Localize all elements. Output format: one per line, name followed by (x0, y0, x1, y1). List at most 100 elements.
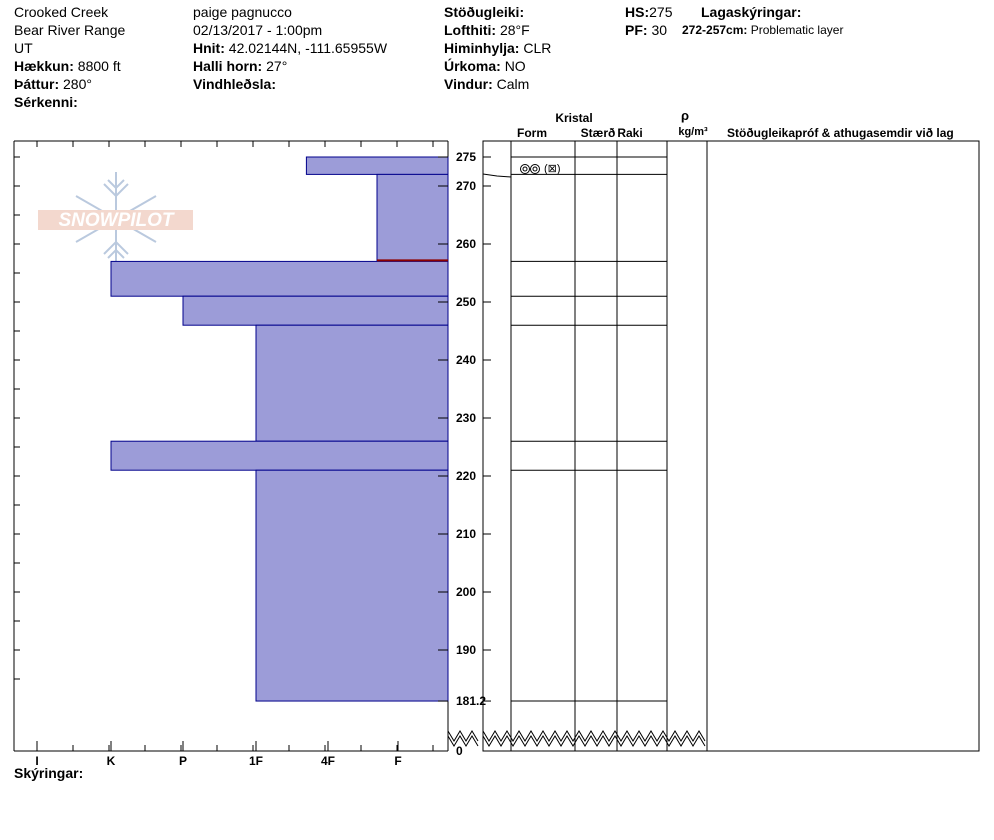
layer-bars (110, 156, 449, 702)
layer-notes-label: Lagaskýringar: (701, 4, 802, 20)
logo-banner (38, 210, 193, 230)
air-temp-value: 28°F (499, 22, 530, 38)
x-tick-label: 4F (321, 754, 335, 768)
y-axis-ticks: 275 270 260 250 240 230 220 210 200 190 181.2 0 (438, 150, 491, 758)
coords-label: Hnit: (193, 40, 225, 56)
coords-value: 42.02144N, -111.65955W (228, 40, 388, 56)
layer-bar (305, 156, 449, 175)
hs-label: HS: (625, 4, 650, 20)
logo-text: SNOWPILOT (58, 210, 174, 231)
wind-row: Vindur: Calm (444, 75, 551, 93)
elevation-label: Hækkun: (14, 58, 74, 74)
rounding-grain-icon-inner (522, 166, 528, 172)
elevation-row: Hækkun: 8800 ft (14, 57, 125, 75)
problem-layer-text: Problematic layer (750, 23, 844, 37)
y-tick-label: 275 (456, 150, 476, 164)
depth-info: HS:275 PF: 30 (625, 3, 672, 39)
observation-datetime: 02/13/2017 - 1:00pm (193, 22, 323, 38)
range-name: Bear River Range (14, 22, 126, 38)
x-tick-label: I (35, 754, 38, 768)
axis-break-zigzag (482, 735, 706, 747)
layer-bar (255, 469, 449, 702)
pf-value: 30 (651, 22, 668, 38)
rounding-grain-icon-inner (532, 166, 538, 172)
wind-loading-label: Vindhleðsla: (193, 76, 276, 92)
form-header: Form (517, 126, 547, 140)
wind-value: Calm (496, 76, 530, 92)
wind-label: Vindur: (444, 76, 493, 92)
state-name: UT (14, 40, 33, 56)
secondary-grain-form: (⊠) (544, 163, 561, 175)
moisture-header: Raki (617, 126, 642, 140)
x-tick-label: P (179, 754, 187, 768)
site-info: Crooked Creek Bear River Range UT Hækkun… (14, 3, 125, 111)
sky-value: CLR (523, 40, 552, 56)
y-tick-label: 270 (456, 179, 476, 193)
precip-label: Úrkoma: (444, 58, 501, 74)
location-name: Crooked Creek (14, 4, 109, 20)
y-tick-label: 220 (456, 469, 476, 483)
axis-break-zigzag (482, 730, 706, 742)
hs-row: HS:275 (625, 3, 672, 21)
sky-row: Himinhylja: CLR (444, 39, 551, 57)
table-row-lines (511, 156, 667, 702)
x-tick-label: 1F (249, 754, 263, 768)
conditions-info: Stöðugleiki: Lofthiti: 28°F Himinhylja: … (444, 3, 551, 93)
layer-bar (182, 295, 449, 326)
rounding-grain-icon (520, 164, 530, 174)
y-tick-label: 181.2 (456, 694, 486, 708)
sky-label: Himinhylja: (444, 40, 520, 56)
tests-header: Stöðugleikapróf & athugasemdir við lag (727, 126, 954, 140)
layer-table-frame (482, 140, 980, 752)
layer-bar (255, 324, 449, 442)
x-tick-label: K (107, 754, 116, 768)
aspect-value: 280° (63, 76, 92, 92)
layer-bar (110, 440, 449, 471)
precip-row: Úrkoma: NO (444, 57, 551, 75)
y-tick-label: 190 (456, 643, 476, 657)
y-tick-label: 200 (456, 585, 476, 599)
connector-line (482, 173, 512, 178)
x-tick-label: F (394, 754, 401, 768)
x-axis-ticks: I K P 1F 4F F (35, 741, 402, 768)
observer-name: paige pagnucco (193, 4, 292, 20)
y-tick-label: 260 (456, 237, 476, 251)
slope-row: Halli horn: 27° (193, 57, 387, 75)
stability-label: Stöðugleiki: (444, 4, 525, 20)
slope-label: Halli horn: (193, 58, 263, 74)
axis-break-zigzag (447, 735, 479, 747)
grain-form-symbol: (⊠) (520, 163, 561, 175)
air-temp-row: Lofthiti: 28°F (444, 21, 551, 39)
coords-row: Hnit: 42.02144N, -111.65955W (193, 39, 387, 57)
precip-value: NO (504, 58, 526, 74)
aspect-row: Þáttur: 280° (14, 75, 125, 93)
observer-info: paige pagnucco 02/13/2017 - 1:00pm Hnit:… (193, 3, 387, 93)
y-tick-label: 230 (456, 411, 476, 425)
y-tick-label: 0 (456, 744, 463, 758)
aspect-label: Þáttur: (14, 76, 60, 92)
crystal-header: Kristal (555, 111, 592, 125)
density-unit-header: kg/m³ (678, 126, 708, 138)
layer-bar (110, 260, 449, 297)
layer-bar (376, 173, 449, 262)
axis-break-zigzag (447, 730, 479, 742)
features-label: Sérkenni: (14, 94, 78, 110)
pf-row: PF: 30 (625, 21, 672, 39)
air-temp-label: Lofthiti: (444, 22, 497, 38)
rounding-grain-icon (530, 164, 540, 174)
slope-value: 27° (266, 58, 288, 74)
y-tick-label: 240 (456, 353, 476, 367)
y-tick-label: 250 (456, 295, 476, 309)
size-header: Stærð (581, 126, 616, 140)
pf-label: PF: (625, 22, 648, 38)
legend-label: Skýringar: (14, 765, 83, 781)
y-tick-label: 210 (456, 527, 476, 541)
hs-value: 275 (649, 4, 673, 20)
snowpilot-logo: SNOWPILOT (38, 172, 193, 266)
problem-layer-note: 272-257cm: Problematic layer (682, 21, 843, 39)
rho-header: ρ (681, 108, 689, 123)
layer-notes: Lagaskýringar: 272-257cm: Problematic la… (682, 3, 843, 39)
problem-layer-range: 272-257cm: (682, 23, 748, 37)
elevation-value: 8800 ft (77, 58, 121, 74)
